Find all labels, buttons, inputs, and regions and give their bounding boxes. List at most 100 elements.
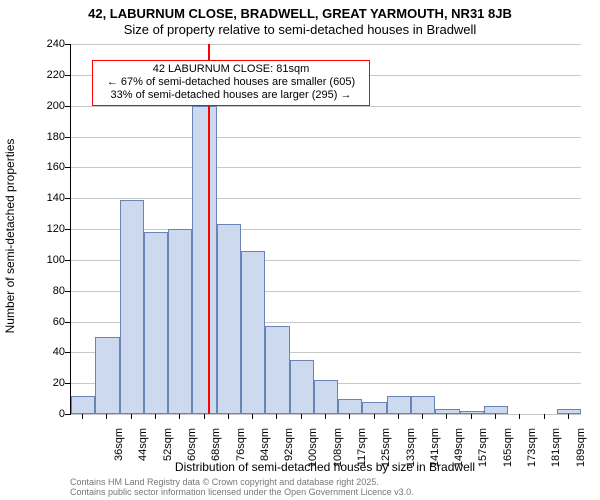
- xtick-label: 141sqm: [429, 428, 441, 468]
- histogram-bar: [460, 411, 484, 414]
- ytick-mark: [65, 167, 70, 168]
- ytick-mark: [65, 229, 70, 230]
- histogram-bar: [217, 224, 241, 414]
- footer-attribution: Contains HM Land Registry data © Crown c…: [70, 478, 414, 498]
- histogram-bar: [435, 409, 459, 414]
- histogram-bar: [95, 337, 119, 414]
- ytick-mark: [65, 44, 70, 45]
- ytick-label: 40: [25, 346, 65, 358]
- histogram-bar: [484, 406, 508, 414]
- histogram-bar: [192, 106, 216, 414]
- gridline: [71, 414, 581, 415]
- xtick-mark: [495, 414, 496, 419]
- histogram-bar: [144, 232, 168, 414]
- xtick-label: 52sqm: [162, 428, 174, 468]
- histogram-bar: [411, 396, 435, 415]
- ytick-label: 0: [25, 408, 65, 420]
- xtick-label: 60sqm: [186, 428, 198, 468]
- xtick-label: 133sqm: [405, 428, 417, 468]
- xtick-mark: [106, 414, 107, 419]
- annotation-line2: ← 67% of semi-detached houses are smalle…: [99, 76, 363, 89]
- gridline: [71, 137, 581, 138]
- gridline: [71, 44, 581, 45]
- y-axis-label: Number of semi-detached properties: [3, 41, 17, 236]
- annotation-box: 42 LABURNUM CLOSE: 81sqm← 67% of semi-de…: [92, 60, 370, 106]
- ytick-mark: [65, 198, 70, 199]
- xtick-mark: [519, 414, 520, 419]
- xtick-label: 108sqm: [332, 428, 344, 468]
- ytick-label: 140: [25, 192, 65, 204]
- ytick-mark: [65, 352, 70, 353]
- xtick-label: 173sqm: [526, 428, 538, 468]
- ytick-mark: [65, 75, 70, 76]
- gridline: [71, 229, 581, 230]
- ytick-mark: [65, 322, 70, 323]
- ytick-label: 220: [25, 69, 65, 81]
- xtick-label: 157sqm: [477, 428, 489, 468]
- xtick-mark: [471, 414, 472, 419]
- xtick-label: 189sqm: [575, 428, 587, 468]
- histogram-bar: [71, 396, 95, 415]
- histogram-bar: [241, 251, 265, 414]
- xtick-mark: [179, 414, 180, 419]
- histogram-bar: [290, 360, 314, 414]
- xtick-label: 125sqm: [380, 428, 392, 468]
- histogram-bar: [265, 326, 289, 414]
- ytick-mark: [65, 414, 70, 415]
- ytick-label: 100: [25, 254, 65, 266]
- gridline: [71, 106, 581, 107]
- xtick-label: 100sqm: [307, 428, 319, 468]
- xtick-mark: [252, 414, 253, 419]
- xtick-label: 92sqm: [283, 428, 295, 468]
- histogram-bar: [338, 399, 362, 414]
- ytick-label: 20: [25, 377, 65, 389]
- gridline: [71, 167, 581, 168]
- xtick-label: 36sqm: [113, 428, 125, 468]
- ytick-mark: [65, 106, 70, 107]
- histogram-bar: [314, 380, 338, 414]
- annotation-line1: 42 LABURNUM CLOSE: 81sqm: [99, 63, 363, 76]
- annotation-line3: 33% of semi-detached houses are larger (…: [99, 89, 363, 102]
- ytick-label: 120: [25, 223, 65, 235]
- xtick-mark: [349, 414, 350, 419]
- xtick-mark: [544, 414, 545, 419]
- chart-title-line2: Size of property relative to semi-detach…: [0, 22, 600, 37]
- ytick-label: 80: [25, 285, 65, 297]
- ytick-label: 160: [25, 161, 65, 173]
- xtick-label: 165sqm: [502, 428, 514, 468]
- ytick-label: 180: [25, 131, 65, 143]
- chart-title-line1: 42, LABURNUM CLOSE, BRADWELL, GREAT YARM…: [0, 6, 600, 21]
- xtick-mark: [422, 414, 423, 419]
- ytick-mark: [65, 291, 70, 292]
- xtick-mark: [155, 414, 156, 419]
- histogram-bar: [168, 229, 192, 414]
- chart-container: 42, LABURNUM CLOSE, BRADWELL, GREAT YARM…: [0, 0, 600, 500]
- xtick-mark: [204, 414, 205, 419]
- ytick-label: 200: [25, 100, 65, 112]
- xtick-mark: [398, 414, 399, 419]
- histogram-bar: [120, 200, 144, 414]
- xtick-mark: [301, 414, 302, 419]
- xtick-mark: [228, 414, 229, 419]
- ytick-mark: [65, 137, 70, 138]
- ytick-mark: [65, 383, 70, 384]
- xtick-mark: [82, 414, 83, 419]
- xtick-mark: [568, 414, 569, 419]
- xtick-mark: [325, 414, 326, 419]
- gridline: [71, 198, 581, 199]
- xtick-label: 44sqm: [137, 428, 149, 468]
- xtick-label: 84sqm: [259, 428, 271, 468]
- xtick-label: 68sqm: [210, 428, 222, 468]
- ytick-label: 240: [25, 38, 65, 50]
- ytick-label: 60: [25, 316, 65, 328]
- histogram-bar: [387, 396, 411, 415]
- xtick-label: 181sqm: [550, 428, 562, 468]
- xtick-label: 117sqm: [356, 428, 368, 468]
- footer-line2: Contains public sector information licen…: [70, 488, 414, 498]
- histogram-bar: [362, 402, 386, 414]
- xtick-label: 76sqm: [235, 428, 247, 468]
- ytick-mark: [65, 260, 70, 261]
- histogram-bar: [557, 409, 581, 414]
- xtick-label: 149sqm: [453, 428, 465, 468]
- xtick-mark: [374, 414, 375, 419]
